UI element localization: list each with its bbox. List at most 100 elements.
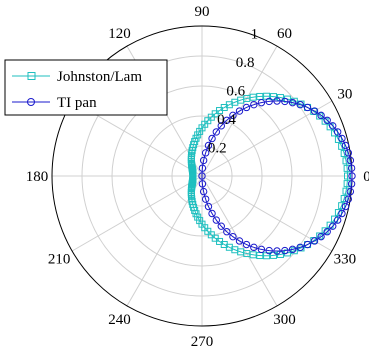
- series-point: [338, 209, 346, 218]
- series-point: [217, 122, 225, 130]
- angle-tick-label: 270: [191, 334, 214, 350]
- legend-marker: [27, 98, 35, 106]
- angle-tick-label: 300: [273, 312, 296, 328]
- angle-tick-label: 30: [337, 87, 352, 103]
- series-point: [242, 240, 251, 249]
- series-point: [208, 209, 216, 218]
- series-point: [346, 156, 355, 165]
- grid-spoke: [201, 100, 333, 177]
- series-point: [340, 195, 348, 203]
- series-point: [199, 156, 208, 165]
- series-point: [347, 180, 356, 188]
- series-point: [340, 149, 348, 157]
- angle-tick-label: 60: [277, 26, 292, 42]
- series-point: [296, 243, 304, 252]
- angle-tick-label: 180: [26, 169, 49, 185]
- series-point: [296, 100, 304, 109]
- radial-tick-label: 0.2: [208, 140, 227, 156]
- series-point: [198, 124, 206, 132]
- series-point: [198, 180, 207, 188]
- series-point: [303, 103, 312, 112]
- series-ti-pan: [198, 97, 356, 255]
- series-johnston-lam: [187, 92, 351, 260]
- series-point: [269, 251, 277, 259]
- series-point: [347, 164, 356, 172]
- angle-tick-label: 0: [363, 169, 369, 185]
- series-point: [343, 180, 351, 188]
- radial-tick-label: 0.8: [236, 55, 255, 71]
- series-point: [290, 247, 298, 255]
- series-point: [323, 116, 331, 124]
- series-point: [323, 228, 331, 236]
- legend-marker: [27, 72, 36, 80]
- series-point: [242, 103, 251, 112]
- series-point: [290, 97, 298, 105]
- series-point: [249, 251, 257, 259]
- grid-spoke: [201, 175, 333, 252]
- legend-entry: TI pan: [12, 95, 97, 111]
- series-point: [217, 222, 225, 230]
- series-point: [223, 116, 231, 124]
- series-point: [342, 157, 350, 165]
- series-point: [344, 195, 353, 203]
- series-point: [273, 97, 281, 105]
- series-point: [341, 202, 350, 211]
- angle-tick-label: 330: [334, 252, 357, 268]
- radial-tick-label: 1: [251, 26, 259, 42]
- series-point: [201, 195, 210, 203]
- radial-tick-label: 0.6: [226, 83, 245, 99]
- series-point: [231, 98, 239, 106]
- legend-label: TI pan: [57, 95, 97, 111]
- series-point: [338, 134, 346, 143]
- series-point: [346, 187, 355, 196]
- angle-tick-label: 120: [108, 26, 131, 42]
- series-point: [204, 141, 213, 150]
- series-point: [342, 187, 350, 195]
- series-layer: [187, 92, 356, 260]
- series-point: [212, 128, 221, 136]
- series-point: [207, 113, 215, 121]
- series-line: [201, 100, 353, 252]
- series-point: [303, 240, 312, 249]
- series-point: [281, 246, 289, 255]
- series-point: [208, 134, 216, 143]
- series-point: [199, 187, 208, 196]
- series-point: [265, 246, 273, 255]
- series-point: [250, 100, 258, 109]
- series-point: [333, 128, 342, 136]
- legend: Johnston/Lam TI pan: [4, 59, 168, 116]
- legend-label: Johnston/Lam: [57, 69, 142, 85]
- series-point: [235, 237, 244, 245]
- series-point: [281, 97, 289, 106]
- series-point: [225, 243, 233, 251]
- series-point: [329, 122, 337, 130]
- series-point: [229, 232, 237, 241]
- series-point: [198, 172, 206, 180]
- series-point: [250, 243, 258, 252]
- series-point: [265, 97, 273, 106]
- radial-tick-label: 0.4: [217, 112, 236, 128]
- series-point: [348, 172, 356, 180]
- series-point: [317, 232, 325, 241]
- series-point: [329, 222, 337, 230]
- series-point: [310, 107, 319, 115]
- series-point: [201, 149, 210, 157]
- series-point: [204, 202, 213, 211]
- series-point: [223, 228, 231, 236]
- series-point: [257, 98, 266, 107]
- series-point: [338, 202, 346, 210]
- series-point: [198, 164, 207, 172]
- angle-tick-label: 240: [108, 312, 131, 328]
- series-point: [257, 245, 266, 254]
- angle-tick-label: 90: [195, 4, 210, 20]
- series-point: [344, 149, 353, 157]
- series-point: [341, 141, 350, 150]
- series-point: [196, 217, 204, 225]
- series-point: [288, 245, 297, 254]
- series-point: [338, 142, 346, 150]
- legend-entry: Johnston/Lam: [12, 69, 142, 85]
- series-point: [344, 172, 351, 180]
- series-point: [229, 111, 237, 120]
- series-point: [343, 164, 351, 172]
